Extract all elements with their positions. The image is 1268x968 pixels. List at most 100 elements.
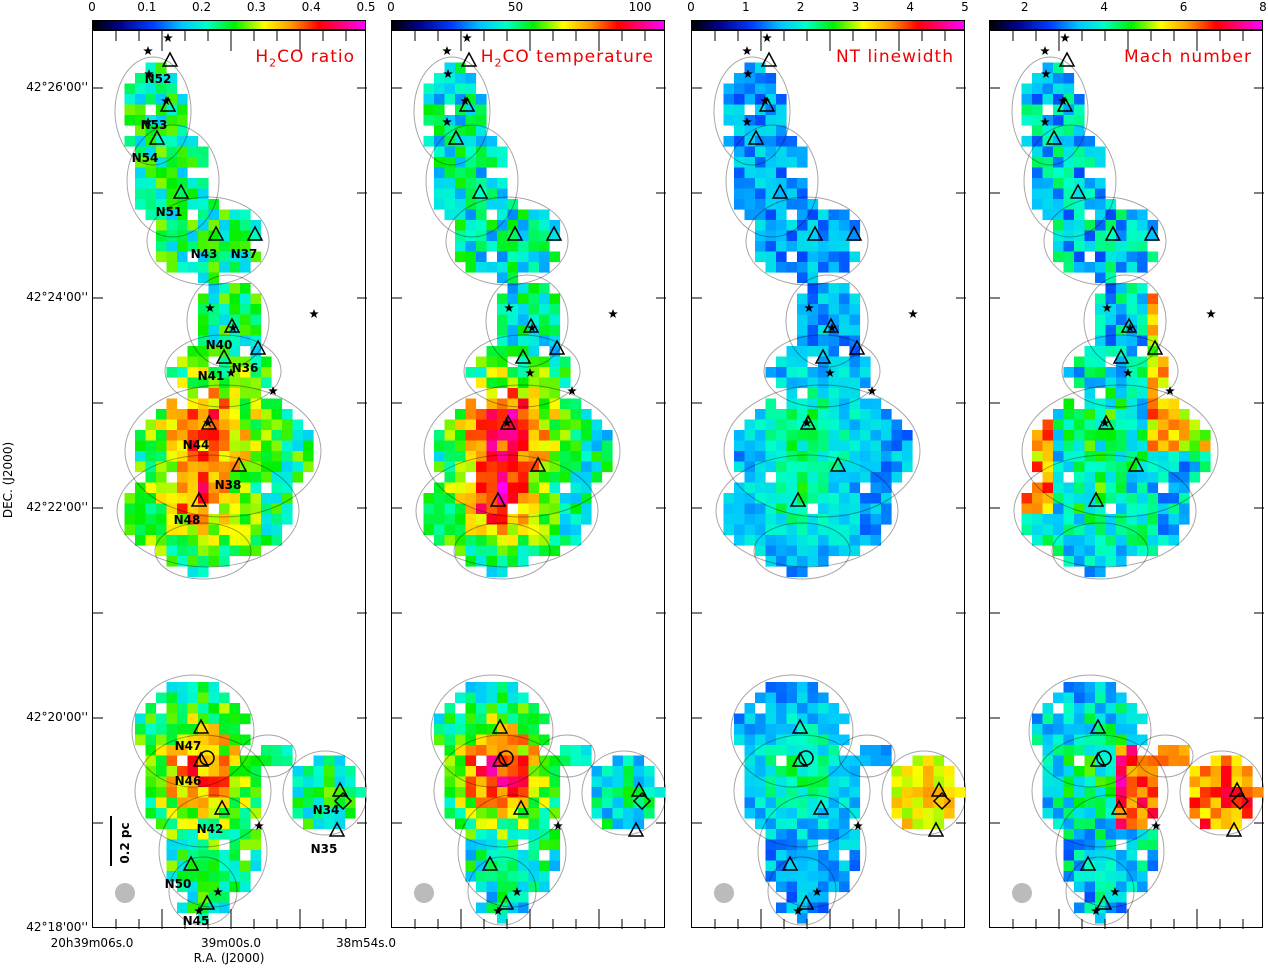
map-pixel: [1105, 251, 1117, 263]
map-pixel: [156, 734, 167, 746]
source-label: N40: [205, 338, 233, 352]
map-pixel: [324, 755, 335, 767]
map-pixel: [549, 346, 561, 357]
map-pixel: [1137, 440, 1148, 452]
star-marker-icon: [460, 96, 470, 105]
map-pixel: [828, 776, 840, 788]
map-pixel: [292, 776, 304, 788]
map-pixel: [240, 398, 251, 410]
map-pixel: [166, 839, 178, 851]
colorbar-tick-label: 50: [507, 0, 524, 14]
map-pixel: [198, 860, 209, 872]
map-pixel: [1063, 482, 1075, 494]
map-pixel: [765, 167, 777, 179]
map-pixel: [891, 419, 903, 431]
map-pixel: [828, 787, 840, 798]
map-pixel: [497, 682, 508, 693]
map-pixel: [444, 776, 456, 788]
map-pixel: [1074, 787, 1085, 798]
map-pixel: [723, 493, 735, 504]
map-pixel: [776, 115, 787, 126]
map-pixel: [518, 262, 529, 273]
map-pixel: [923, 808, 934, 819]
map-pixel: [282, 472, 293, 483]
map-pixel: [166, 146, 178, 158]
map-pixel: [560, 356, 571, 368]
map-pixel: [755, 146, 766, 158]
map-pixel: [219, 440, 230, 452]
map-pixel: [455, 734, 466, 746]
map-pixel: [539, 209, 550, 221]
map-pixel: [444, 199, 456, 210]
map-pixel: [1084, 367, 1096, 378]
map-pixel: [187, 451, 199, 462]
map-pixel: [518, 409, 529, 420]
map-pixel: [1105, 388, 1117, 399]
map-pixel: [434, 524, 445, 536]
map-pixel: [560, 377, 571, 389]
map-pixel: [497, 745, 508, 756]
map-pixel: [240, 377, 251, 389]
map-pixel: [1032, 115, 1043, 126]
map-pixel: [776, 377, 787, 389]
map-pixel: [219, 766, 230, 777]
map-pixel: [1095, 335, 1106, 347]
map-pixel: [1116, 850, 1127, 861]
map-pixel: [1074, 115, 1085, 126]
map-pixel: [539, 388, 550, 399]
map-pixel: [486, 409, 498, 420]
map-pixel: [250, 346, 262, 357]
map-pixel: [1063, 251, 1075, 263]
colorbar-tick-label: 8: [1259, 0, 1267, 14]
map-pixel: [135, 157, 146, 168]
map-pixel: [187, 482, 199, 494]
map-pixel: [807, 314, 819, 326]
beam-icon: [115, 883, 135, 903]
map-pixel: [1105, 892, 1117, 903]
map-pixel: [786, 482, 798, 494]
map-pixel: [860, 409, 871, 420]
map-pixel: [219, 430, 230, 441]
map-pixel: [507, 220, 519, 231]
map-pixel: [1084, 398, 1096, 410]
map-pixel: [497, 566, 508, 578]
contour: [114, 56, 367, 926]
circle-marker-icon: [798, 750, 814, 766]
map-pixel: [486, 262, 498, 273]
map-pixel: [1147, 829, 1159, 840]
map-pixel: [135, 136, 146, 147]
map-pixel: [187, 367, 199, 378]
map-pixel: [528, 293, 540, 305]
map-pixel: [444, 125, 456, 137]
triangle-marker-icon: [1120, 317, 1138, 333]
map-pixel: [166, 419, 178, 431]
map-pixel: [465, 724, 477, 735]
triangle-marker-icon: [249, 339, 267, 355]
map-pixel: [1074, 199, 1085, 210]
map-pixel: [486, 199, 498, 210]
map-pixel: [507, 839, 519, 851]
colorbar-tick-label: 4: [1100, 0, 1108, 14]
map-pixel: [776, 535, 787, 546]
map-pixel: [229, 335, 241, 347]
map-pixel: [755, 493, 766, 504]
map-pixel: [177, 430, 188, 441]
map-pixel: [1095, 241, 1106, 252]
map-pixel: [208, 482, 220, 494]
map-pixel: [744, 734, 756, 746]
map-pixel: [1084, 724, 1096, 735]
colorbar-tick-label: 0: [687, 0, 695, 14]
star-marker-icon: [309, 309, 319, 318]
map-pixel: [1053, 62, 1064, 74]
map-pixel: [1084, 556, 1096, 567]
map-pixel: [1147, 493, 1159, 504]
map-pixel: [765, 419, 777, 431]
map-pixel: [1074, 104, 1085, 116]
map-pixel: [549, 860, 561, 872]
map-pixel: [786, 545, 798, 557]
map-pixel: [261, 451, 272, 462]
map-pixel: [177, 230, 188, 242]
map-pixel: [797, 325, 808, 336]
map-pixel: [1126, 493, 1138, 504]
map-pixel: [497, 398, 508, 410]
